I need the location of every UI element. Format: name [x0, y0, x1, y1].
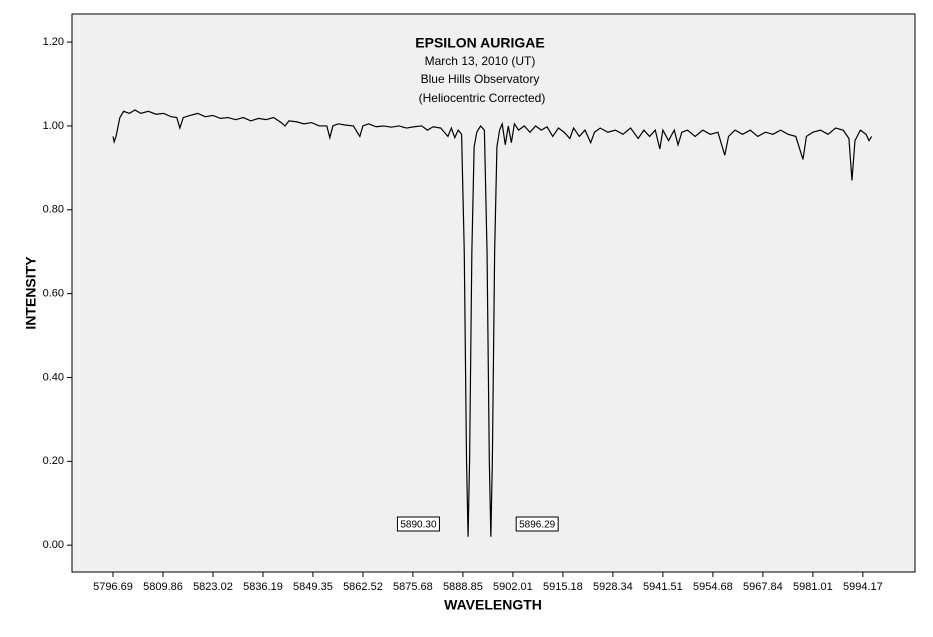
y-tick-label: 0.40 [43, 371, 64, 383]
annotation-box [515, 516, 559, 532]
x-tick-label: 5902.01 [493, 581, 533, 593]
x-tick-label: 5954.68 [693, 581, 733, 593]
x-tick-label: 5809.86 [143, 581, 183, 593]
x-tick-label: 5941.51 [643, 581, 683, 593]
x-tick-label: 5862.52 [343, 581, 383, 593]
y-tick-label: 0.80 [43, 204, 64, 216]
chart-title: EPSILON AURIGAE [415, 35, 544, 51]
spectrum-line [112, 109, 873, 537]
subtitle: March 13, 2010 (UT) [425, 54, 536, 68]
x-tick-label: 5823.02 [193, 581, 233, 593]
x-tick-label: 5994.17 [843, 581, 883, 593]
annotation: 5896.29 [519, 520, 556, 531]
x-tick-label: 5928.34 [593, 581, 633, 593]
y-tick-label: 0.00 [43, 539, 64, 551]
x-tick-label: 5915.18 [543, 581, 583, 593]
x-axis-label: WAVELENGTH [444, 597, 542, 613]
x-tick-label: 5967.84 [743, 581, 783, 593]
y-tick-label: 0.20 [43, 455, 64, 467]
annotation: 5890.30 [400, 520, 437, 531]
y-tick-label: 1.20 [43, 36, 64, 48]
annotation-box [396, 516, 440, 532]
y-tick-label: 0.60 [43, 288, 64, 300]
x-tick-label: 5875.68 [393, 581, 433, 593]
subtitle: (Heliocentric Corrected) [419, 91, 546, 105]
x-tick-label: 5888.85 [443, 581, 483, 593]
y-tick-label: 1.00 [43, 120, 64, 132]
plot-area [71, 13, 916, 573]
x-tick-label: 5849.35 [293, 581, 333, 593]
x-tick-label: 5981.01 [793, 581, 833, 593]
x-tick-label: 5796.69 [93, 581, 133, 593]
subtitle: Blue Hills Observatory [421, 72, 540, 86]
x-tick-label: 5836.19 [243, 581, 283, 593]
y-axis-label: INTENSITY [23, 256, 39, 330]
